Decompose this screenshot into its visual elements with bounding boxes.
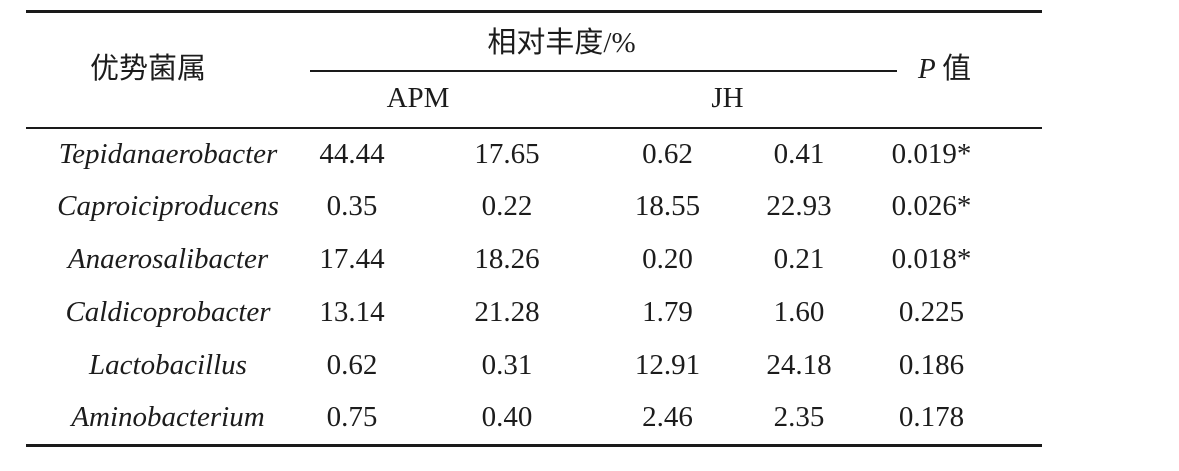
apm-group-label: APM (386, 82, 450, 115)
p-letter: P (917, 52, 936, 85)
jh-group-label: JH (711, 82, 744, 115)
abundance-value-cell: 0.75 (326, 401, 378, 434)
abundance-value-cell: 0.35 (326, 190, 378, 223)
apm-group-header: APM (310, 70, 586, 129)
p-value-cell: 0.019* (891, 137, 972, 170)
table-row: Lactobacillus 0.62 0.31 12.91 24.18 0.18… (26, 340, 1042, 393)
genus-cell: Caldicoprobacter (65, 296, 271, 329)
abundance-value-cell: 0.41 (773, 137, 825, 170)
abundance-value-cell: 0.20 (642, 243, 693, 276)
abundance-value-cell: 0.62 (642, 137, 693, 170)
abundance-value-cell: 0.62 (326, 349, 378, 382)
abundance-value-cell: 22.93 (766, 190, 832, 223)
genus-column-header-label: 优势菌属 (89, 52, 206, 85)
abundance-value-cell: 0.22 (481, 190, 533, 223)
table-row: Caproiciproducens 0.35 0.22 18.55 22.93 … (26, 181, 1042, 234)
p-value-cell: 0.018* (891, 243, 972, 276)
genus-cell: Lactobacillus (89, 349, 247, 382)
abundance-value-cell: 17.65 (474, 137, 540, 170)
jh-group-header: JH (586, 70, 898, 129)
table-row: Caldicoprobacter 13.14 21.28 1.79 1.60 0… (26, 287, 1042, 340)
abundance-value-cell: 18.26 (474, 243, 540, 276)
abundance-value-cell: 0.40 (481, 401, 533, 434)
table-body: Tepidanaerobacter 44.44 17.65 0.62 0.41 … (26, 128, 1042, 446)
table-row: Aminobacterium 0.75 0.40 2.46 2.35 0.178 (26, 393, 1042, 446)
table-row: Tepidanaerobacter 44.44 17.65 0.62 0.41 … (26, 128, 1042, 181)
abundance-value-cell: 13.14 (319, 296, 385, 329)
abundance-value-cell: 18.55 (634, 190, 701, 223)
p-value-cell: 0.225 (898, 296, 965, 329)
abundance-value-cell: 1.79 (642, 296, 693, 329)
abundance-spanner-label: 相对丰度/% (487, 27, 636, 60)
genus-cell: Caproiciproducens (57, 190, 279, 223)
genus-cell: Aminobacterium (71, 401, 265, 434)
abundance-value-cell: 12.91 (634, 349, 701, 382)
abundance-value-cell: 2.35 (773, 401, 825, 434)
abundance-spanner-header: 相对丰度/% (310, 11, 898, 72)
genus-column-header: 优势菌属 (26, 11, 310, 129)
genus-cell: Anaerosalibacter (67, 243, 269, 276)
p-value-cell: 0.178 (898, 401, 965, 434)
genus-cell: Tepidanaerobacter (58, 137, 278, 170)
abundance-value-cell: 44.44 (319, 137, 385, 170)
header-row-2: APM JH (26, 70, 1042, 129)
abundance-value-cell: 24.18 (766, 349, 832, 382)
abundance-value-cell: 0.21 (773, 243, 825, 276)
abundance-value-cell: 0.31 (481, 349, 533, 382)
p-word: 值 (942, 52, 972, 85)
abundance-value-cell: 2.46 (642, 401, 693, 434)
abundance-value-cell: 17.44 (319, 243, 385, 276)
table-row: Anaerosalibacter 17.44 18.26 0.20 0.21 0… (26, 234, 1042, 287)
p-value-cell: 0.186 (898, 349, 965, 382)
abundance-value-cell: 21.28 (474, 296, 540, 329)
abundance-value-cell: 1.60 (773, 296, 825, 329)
p-value-cell: 0.026* (891, 190, 972, 223)
